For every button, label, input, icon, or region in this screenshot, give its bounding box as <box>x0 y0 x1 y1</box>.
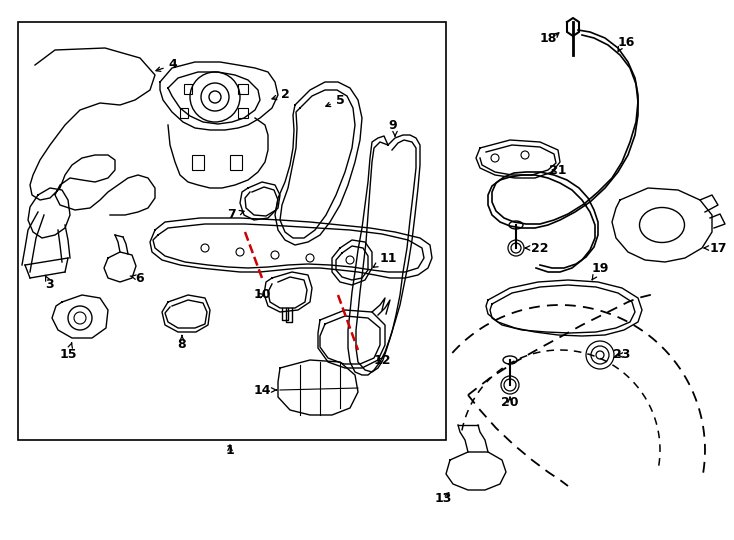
Bar <box>184 84 192 94</box>
Text: 2: 2 <box>272 89 289 102</box>
Text: 13: 13 <box>435 491 451 504</box>
Text: 3: 3 <box>46 275 54 292</box>
Bar <box>230 155 242 170</box>
Text: 14: 14 <box>253 383 277 396</box>
Bar <box>192 155 204 170</box>
Bar <box>238 84 248 94</box>
Text: 12: 12 <box>374 354 390 367</box>
Text: 20: 20 <box>501 395 519 408</box>
Text: 22: 22 <box>526 241 549 254</box>
Text: 18: 18 <box>539 31 556 44</box>
Text: 6: 6 <box>130 272 145 285</box>
Text: 11: 11 <box>373 252 397 267</box>
Text: 16: 16 <box>618 36 636 49</box>
Text: 5: 5 <box>326 93 344 106</box>
Text: 8: 8 <box>178 336 186 352</box>
Bar <box>180 108 188 118</box>
Text: 15: 15 <box>59 343 77 361</box>
Text: 10: 10 <box>253 288 271 301</box>
Text: 21: 21 <box>549 164 567 177</box>
Text: 9: 9 <box>389 119 397 132</box>
Bar <box>18 22 446 440</box>
Text: 17: 17 <box>710 241 727 254</box>
Text: 1: 1 <box>225 443 234 456</box>
Text: 4: 4 <box>156 58 178 71</box>
Text: 7: 7 <box>228 208 244 221</box>
Text: 23: 23 <box>614 348 631 361</box>
Text: 19: 19 <box>592 261 608 280</box>
Bar <box>238 108 248 118</box>
